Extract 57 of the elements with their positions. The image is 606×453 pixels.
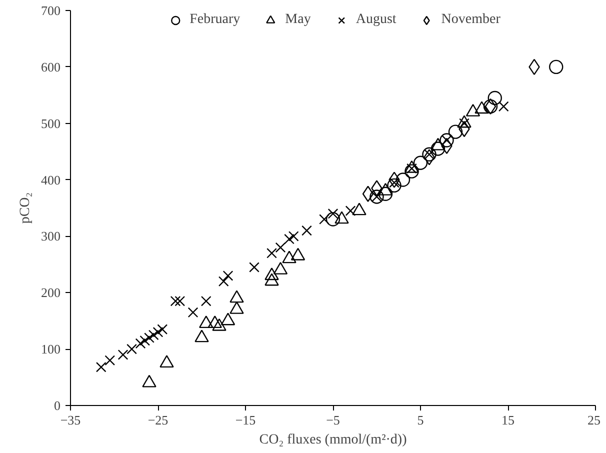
- legend-label: May: [285, 12, 311, 28]
- y-tick-label: 400: [41, 172, 60, 188]
- point: [200, 296, 212, 306]
- point: [96, 362, 106, 372]
- point: [448, 124, 463, 139]
- point: [126, 344, 137, 354]
- point: [378, 186, 393, 201]
- legend-label: August: [356, 12, 396, 28]
- point: [362, 186, 374, 202]
- point: [148, 330, 159, 340]
- y-tick-label: 100: [41, 342, 60, 357]
- point: [157, 324, 168, 335]
- point: [170, 296, 181, 306]
- y-tick-label: 600: [41, 59, 60, 74]
- legend-label: February: [190, 12, 240, 28]
- y-tick-label: 200: [41, 285, 60, 300]
- point: [396, 172, 410, 187]
- point: [413, 156, 428, 170]
- x-tick-label: 25: [588, 412, 600, 428]
- point: [288, 231, 299, 242]
- point: [222, 270, 234, 281]
- point: [275, 242, 286, 253]
- y-tick-label: 500: [41, 116, 60, 131]
- x-tick-label: −25: [148, 412, 168, 428]
- point: [430, 142, 446, 156]
- point: [284, 234, 294, 244]
- point: [266, 248, 277, 258]
- point: [387, 178, 402, 193]
- x-axis-title: CO₂ fluxes (mmol/(m²·d)): [259, 432, 408, 448]
- point: [404, 164, 419, 178]
- point: [144, 332, 154, 343]
- point: [140, 335, 150, 346]
- point: [498, 101, 509, 112]
- y-tick-label: 0: [54, 398, 60, 413]
- point: [188, 307, 198, 318]
- x-tick-label: 5: [417, 412, 424, 428]
- x-tick-label: −15: [235, 412, 256, 428]
- point: [174, 296, 186, 306]
- point: [326, 212, 340, 226]
- point: [488, 90, 502, 106]
- point: [302, 225, 312, 236]
- point: [152, 326, 164, 338]
- point: [345, 206, 356, 216]
- point: [319, 214, 330, 224]
- x-tick-label: 15: [502, 412, 514, 428]
- x-tick-label: −35: [60, 412, 81, 428]
- point: [218, 276, 229, 287]
- x-tick-label: −5: [326, 412, 340, 428]
- point: [104, 355, 116, 366]
- point: [249, 262, 260, 272]
- point: [118, 350, 128, 360]
- y-axis-title: pCO₂: [18, 192, 33, 224]
- point: [549, 60, 564, 74]
- y-tick-label: 700: [41, 3, 60, 18]
- legend-label: November: [441, 12, 500, 28]
- y-tick-label: 300: [41, 228, 60, 244]
- point: [135, 338, 146, 349]
